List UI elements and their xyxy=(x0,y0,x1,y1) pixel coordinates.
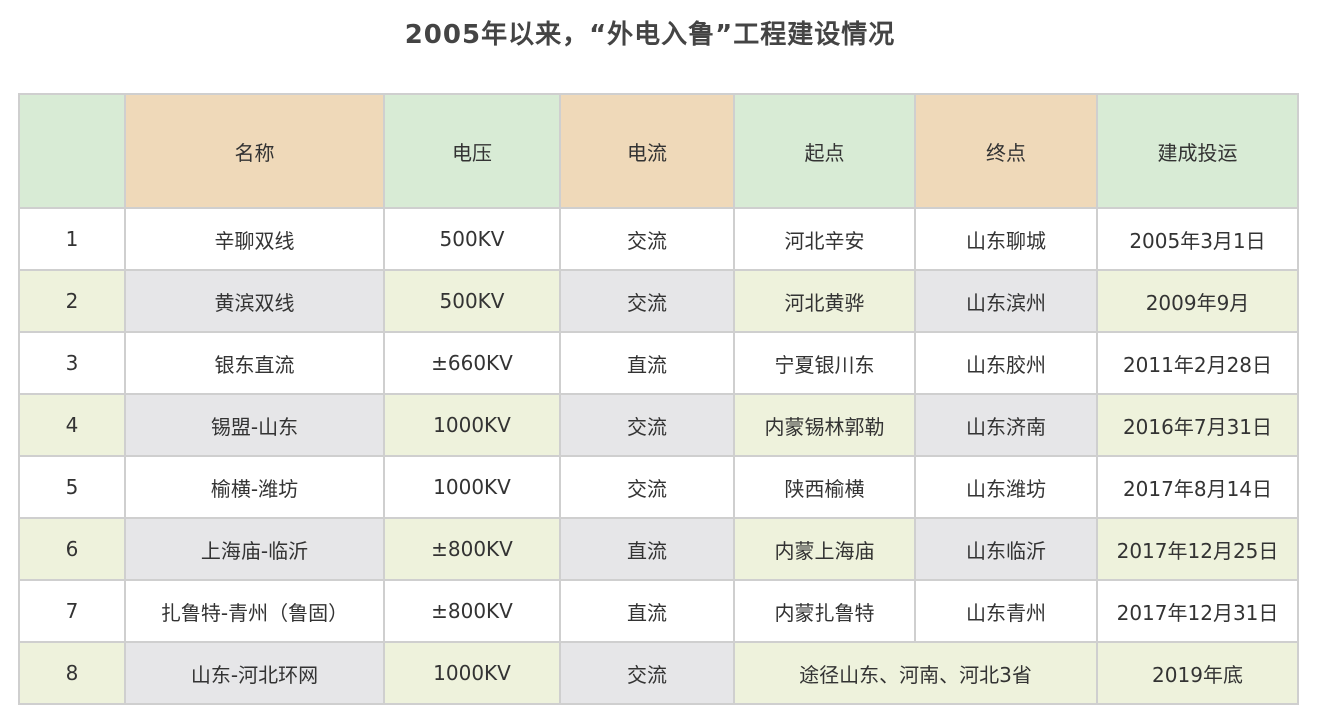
cell-index: 3 xyxy=(18,331,126,395)
cell-end: 山东滨州 xyxy=(914,269,1098,333)
header-date: 建成投运 xyxy=(1096,93,1299,209)
header-row: 名称 电压 电流 起点 终点 建成投运 xyxy=(18,93,1299,209)
cell-end: 山东临沂 xyxy=(914,517,1098,581)
projects-table: 名称 电压 电流 起点 终点 建成投运 1 辛聊双线 500KV 交流 河北辛安… xyxy=(18,93,1299,705)
cell-voltage: 500KV xyxy=(383,269,561,333)
cell-index: 8 xyxy=(18,641,126,705)
cell-end: 山东胶州 xyxy=(914,331,1098,395)
cell-start: 河北辛安 xyxy=(733,207,916,271)
header-end: 终点 xyxy=(914,93,1098,209)
cell-name: 上海庙-临沂 xyxy=(124,517,385,581)
cell-current: 交流 xyxy=(559,207,735,271)
cell-current: 直流 xyxy=(559,579,735,643)
cell-start: 宁夏银川东 xyxy=(733,331,916,395)
cell-current: 交流 xyxy=(559,269,735,333)
header-name: 名称 xyxy=(124,93,385,209)
cell-name: 黄滨双线 xyxy=(124,269,385,333)
cell-start: 内蒙扎鲁特 xyxy=(733,579,916,643)
cell-voltage: 500KV xyxy=(383,207,561,271)
cell-date: 2019年底 xyxy=(1096,641,1299,705)
cell-voltage: 1000KV xyxy=(383,641,561,705)
cell-end: 山东青州 xyxy=(914,579,1098,643)
cell-index: 5 xyxy=(18,455,126,519)
cell-name: 榆横-潍坊 xyxy=(124,455,385,519)
cell-voltage: ±800KV xyxy=(383,517,561,581)
cell-voltage: ±660KV xyxy=(383,331,561,395)
cell-start: 内蒙上海庙 xyxy=(733,517,916,581)
table-row: 2 黄滨双线 500KV 交流 河北黄骅 山东滨州 2009年9月 xyxy=(18,269,1299,333)
table-row: 7 扎鲁特-青州（鲁固） ±800KV 直流 内蒙扎鲁特 山东青州 2017年1… xyxy=(18,579,1299,643)
cell-index: 2 xyxy=(18,269,126,333)
cell-current: 交流 xyxy=(559,455,735,519)
table-row: 5 榆横-潍坊 1000KV 交流 陕西榆横 山东潍坊 2017年8月14日 xyxy=(18,455,1299,519)
cell-current: 交流 xyxy=(559,393,735,457)
cell-date: 2017年8月14日 xyxy=(1096,455,1299,519)
header-current: 电流 xyxy=(559,93,735,209)
cell-voltage: 1000KV xyxy=(383,393,561,457)
cell-index: 7 xyxy=(18,579,126,643)
header-index xyxy=(18,93,126,209)
header-voltage: 电压 xyxy=(383,93,561,209)
cell-date: 2009年9月 xyxy=(1096,269,1299,333)
cell-route: 途径山东、河南、河北3省 xyxy=(733,641,1098,705)
table-row: 3 银东直流 ±660KV 直流 宁夏银川东 山东胶州 2011年2月28日 xyxy=(18,331,1299,395)
cell-name: 锡盟-山东 xyxy=(124,393,385,457)
cell-date: 2017年12月31日 xyxy=(1096,579,1299,643)
cell-name: 银东直流 xyxy=(124,331,385,395)
cell-index: 1 xyxy=(18,207,126,271)
cell-start: 河北黄骅 xyxy=(733,269,916,333)
cell-name: 辛聊双线 xyxy=(124,207,385,271)
table-row: 1 辛聊双线 500KV 交流 河北辛安 山东聊城 2005年3月1日 xyxy=(18,207,1299,271)
cell-end: 山东聊城 xyxy=(914,207,1098,271)
cell-date: 2011年2月28日 xyxy=(1096,331,1299,395)
cell-date: 2005年3月1日 xyxy=(1096,207,1299,271)
table-row: 8 山东-河北环网 1000KV 交流 途径山东、河南、河北3省 2019年底 xyxy=(18,641,1299,705)
header-start: 起点 xyxy=(733,93,916,209)
cell-end: 山东潍坊 xyxy=(914,455,1098,519)
cell-date: 2017年12月25日 xyxy=(1096,517,1299,581)
cell-index: 4 xyxy=(18,393,126,457)
cell-name: 山东-河北环网 xyxy=(124,641,385,705)
table-row: 6 上海庙-临沂 ±800KV 直流 内蒙上海庙 山东临沂 2017年12月25… xyxy=(18,517,1299,581)
cell-current: 交流 xyxy=(559,641,735,705)
cell-current: 直流 xyxy=(559,331,735,395)
table-row: 4 锡盟-山东 1000KV 交流 内蒙锡林郭勒 山东济南 2016年7月31日 xyxy=(18,393,1299,457)
cell-end: 山东济南 xyxy=(914,393,1098,457)
cell-current: 直流 xyxy=(559,517,735,581)
cell-start: 陕西榆横 xyxy=(733,455,916,519)
cell-name: 扎鲁特-青州（鲁固） xyxy=(124,579,385,643)
page-title: 2005年以来，“外电入鲁”工程建设情况 xyxy=(404,20,896,50)
cell-index: 6 xyxy=(18,517,126,581)
cell-start: 内蒙锡林郭勒 xyxy=(733,393,916,457)
cell-date: 2016年7月31日 xyxy=(1096,393,1299,457)
cell-voltage: ±800KV xyxy=(383,579,561,643)
cell-voltage: 1000KV xyxy=(383,455,561,519)
